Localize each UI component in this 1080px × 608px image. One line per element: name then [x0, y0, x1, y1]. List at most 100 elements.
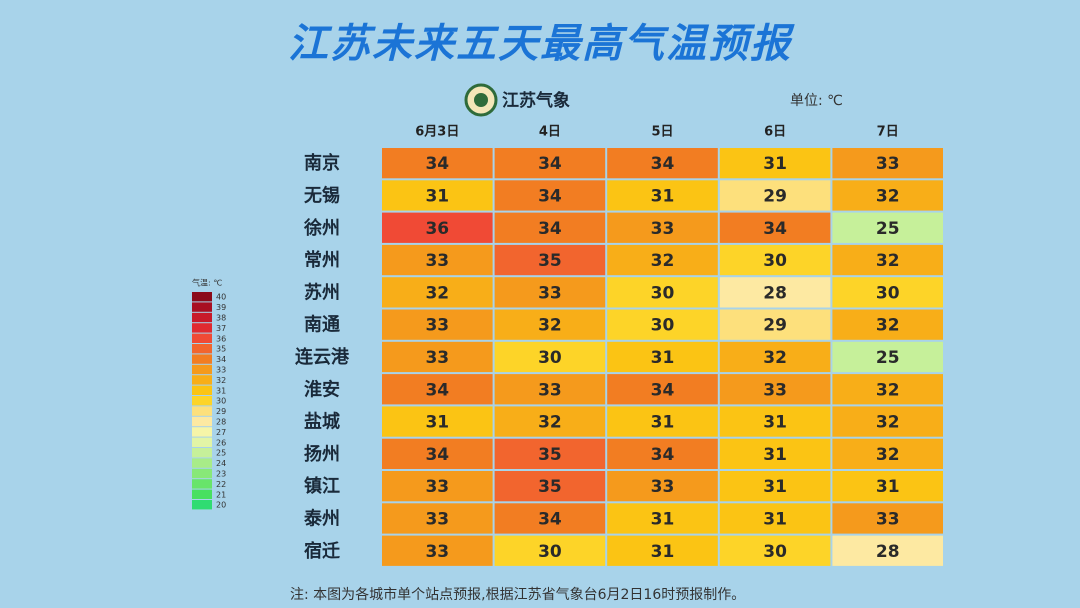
cell-value: 30	[651, 316, 675, 336]
cell-value: 32	[876, 251, 900, 271]
cell	[832, 180, 943, 211]
legend-title: 气温: ℃	[192, 278, 222, 288]
legend-swatch	[192, 448, 212, 458]
cell-value: 28	[763, 283, 787, 303]
city-label: 南京	[304, 152, 340, 174]
cell	[607, 341, 718, 373]
cell-value: 31	[763, 509, 787, 529]
cell-value: 33	[651, 219, 675, 239]
cell-value: 32	[876, 316, 900, 336]
cell	[382, 341, 493, 373]
cell-value: 33	[425, 251, 449, 271]
cell	[382, 535, 493, 566]
cell	[607, 244, 718, 276]
legend-label: 40	[216, 293, 226, 302]
cell-value: 31	[763, 154, 787, 174]
cell-value: 34	[425, 380, 449, 400]
cell	[494, 535, 606, 566]
cell-value: 35	[538, 477, 562, 497]
city-label: 泰州	[303, 507, 340, 529]
cell	[719, 309, 831, 340]
legend-swatch	[192, 375, 212, 385]
legend-label: 23	[216, 470, 226, 479]
cell	[382, 148, 493, 179]
cell-value: 30	[651, 283, 675, 303]
cell-value: 34	[763, 219, 787, 239]
cell-value: 29	[763, 186, 787, 206]
cell-value: 33	[876, 154, 900, 174]
cell	[494, 212, 606, 243]
cell	[607, 438, 718, 469]
cell-value: 34	[651, 154, 675, 174]
cell	[832, 535, 943, 566]
cell-value: 33	[425, 509, 449, 529]
cell-value: 33	[425, 542, 449, 562]
cell	[494, 341, 606, 373]
legend-label: 22	[216, 480, 226, 489]
cell-value: 34	[538, 509, 562, 529]
cell-value: 31	[651, 348, 675, 368]
cell-value: 30	[763, 542, 787, 562]
cell-value: 31	[651, 509, 675, 529]
city-label: 苏州	[304, 281, 340, 303]
cell-value: 34	[538, 154, 562, 174]
legend-swatch	[192, 468, 212, 479]
cell-value: 32	[876, 380, 900, 400]
cell	[607, 471, 718, 502]
cell-value: 31	[876, 477, 900, 497]
legend-swatch	[192, 354, 212, 364]
logo-text: 江苏气象	[502, 90, 570, 111]
cell	[607, 180, 718, 211]
cell	[382, 244, 493, 276]
cell-value: 31	[763, 445, 787, 465]
cell-value: 31	[651, 413, 675, 433]
column-header: 5日	[651, 125, 673, 140]
cell	[494, 471, 606, 502]
legend-swatch	[192, 364, 212, 375]
column-header: 6日	[764, 125, 786, 140]
legend-label: 39	[216, 303, 226, 312]
cell-value: 35	[538, 445, 562, 465]
cell-value: 36	[425, 219, 449, 239]
cell	[719, 503, 831, 534]
cell-value: 31	[763, 477, 787, 497]
cell-value: 31	[763, 413, 787, 433]
cell-value: 33	[538, 283, 562, 303]
logo-icon-center	[474, 93, 488, 107]
unit: 单位: ℃	[790, 93, 843, 109]
cell-value: 33	[425, 316, 449, 336]
legend-label: 32	[216, 376, 226, 385]
legend-label: 21	[216, 490, 226, 499]
cell	[832, 309, 943, 340]
column-header: 4日	[539, 125, 561, 140]
cell-value: 33	[538, 380, 562, 400]
cell	[382, 374, 493, 405]
cell	[719, 277, 831, 308]
cell	[382, 503, 493, 534]
legend-swatch	[192, 333, 212, 343]
cell	[832, 277, 943, 308]
legend-label: 36	[216, 334, 226, 343]
cell	[607, 277, 718, 308]
legend-swatch	[192, 302, 212, 312]
legend-swatch	[192, 344, 212, 354]
legend-swatch	[192, 323, 212, 333]
cell-value: 30	[876, 283, 900, 303]
city-label: 扬州	[304, 443, 340, 465]
cell	[494, 406, 606, 437]
cell	[719, 438, 831, 469]
cell	[607, 503, 718, 534]
cell-value: 34	[651, 380, 675, 400]
legend-swatch	[192, 385, 212, 395]
city-label: 南通	[304, 314, 340, 336]
cell	[832, 148, 943, 179]
legend-label: 24	[216, 459, 226, 468]
city-label: 淮安	[304, 378, 340, 400]
cell-value: 30	[538, 542, 562, 562]
cell	[719, 535, 831, 566]
cell	[719, 244, 831, 276]
legend-swatch	[192, 292, 212, 302]
cell	[719, 374, 831, 405]
legend-swatch	[192, 396, 212, 406]
